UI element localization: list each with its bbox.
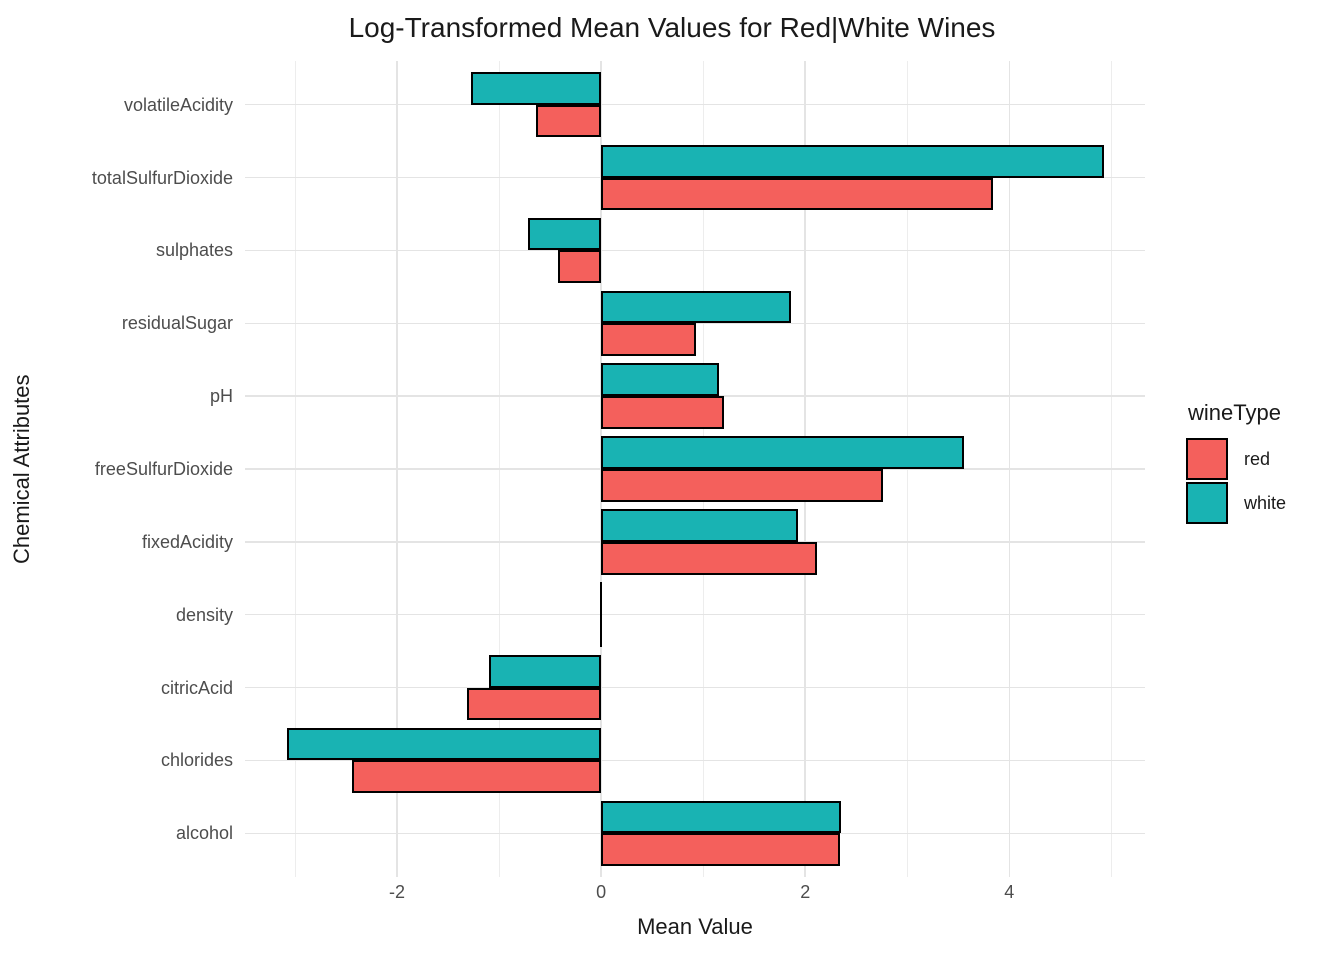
y-label-chlorides: chlorides <box>160 750 233 771</box>
gridline-category <box>245 613 1145 616</box>
bar-white-pH <box>601 363 720 397</box>
x-tick-4: 4 <box>1004 882 1015 902</box>
legend-keys: red white <box>1186 438 1286 524</box>
y-label-fixedAcidity: fixedAcidity <box>141 531 233 552</box>
legend: wineType red white <box>1186 400 1286 526</box>
y-label-residualSugar: residualSugar <box>121 313 233 334</box>
bar-red-totalSulfurDioxide <box>601 177 993 211</box>
chart-title: Log-Transformed Mean Values for Red|Whit… <box>348 12 996 43</box>
x-tick-2: 2 <box>800 882 811 902</box>
bar-red-volatileAcidity <box>535 104 602 138</box>
bar-white-density <box>600 581 603 615</box>
y-label-pH: pH <box>209 386 233 407</box>
gridline-category <box>245 759 1145 762</box>
y-label-totalSulfurDioxide: totalSulfurDioxide <box>91 167 233 188</box>
bar-red-fixedAcidity <box>601 541 818 575</box>
bar-white-chlorides <box>286 727 602 761</box>
bar-red-residualSugar <box>601 323 696 357</box>
bar-red-alcohol <box>601 833 840 867</box>
bar-red-sulphates <box>558 250 602 284</box>
x-tick-0: 0 <box>596 882 607 902</box>
legend-title: wineType <box>1188 400 1281 425</box>
bar-white-totalSulfurDioxide <box>601 144 1105 178</box>
legend-item-white: white <box>1186 482 1286 524</box>
bar-white-citricAcid <box>488 654 602 688</box>
y-label-sulphates: sulphates <box>155 240 233 261</box>
x-tick--2: -2 <box>389 882 406 902</box>
bar-white-volatileAcidity <box>470 71 602 105</box>
bar-white-alcohol <box>601 800 841 834</box>
gridline-category <box>245 103 1145 106</box>
gridline-category <box>245 249 1145 252</box>
y-label-citricAcid: citricAcid <box>160 677 233 698</box>
bar-white-freeSulfurDioxide <box>601 436 965 469</box>
bar-red-pH <box>601 396 724 429</box>
bar-red-density <box>600 614 603 648</box>
legend-label-red: red <box>1244 448 1271 469</box>
legend-item-red: red <box>1186 438 1286 480</box>
y-label-volatileAcidity: volatileAcidity <box>123 94 233 115</box>
y-label-density: density <box>175 604 233 625</box>
x-axis-title: Mean Value <box>637 914 753 939</box>
bar-red-freeSulfurDioxide <box>601 469 883 502</box>
bar-white-residualSugar <box>601 290 791 324</box>
bar-white-fixedAcidity <box>601 509 799 542</box>
y-label-freeSulfurDioxide: freeSulfurDioxide <box>94 459 233 479</box>
bar-red-citricAcid <box>467 687 602 721</box>
bar-white-sulphates <box>527 217 602 251</box>
legend-swatch-red <box>1186 438 1228 480</box>
y-label-alcohol: alcohol <box>175 823 233 844</box>
legend-label-white: white <box>1244 492 1287 513</box>
legend-swatch-white <box>1186 482 1228 524</box>
gridline-category <box>245 686 1145 689</box>
bar-red-chlorides <box>352 760 602 794</box>
